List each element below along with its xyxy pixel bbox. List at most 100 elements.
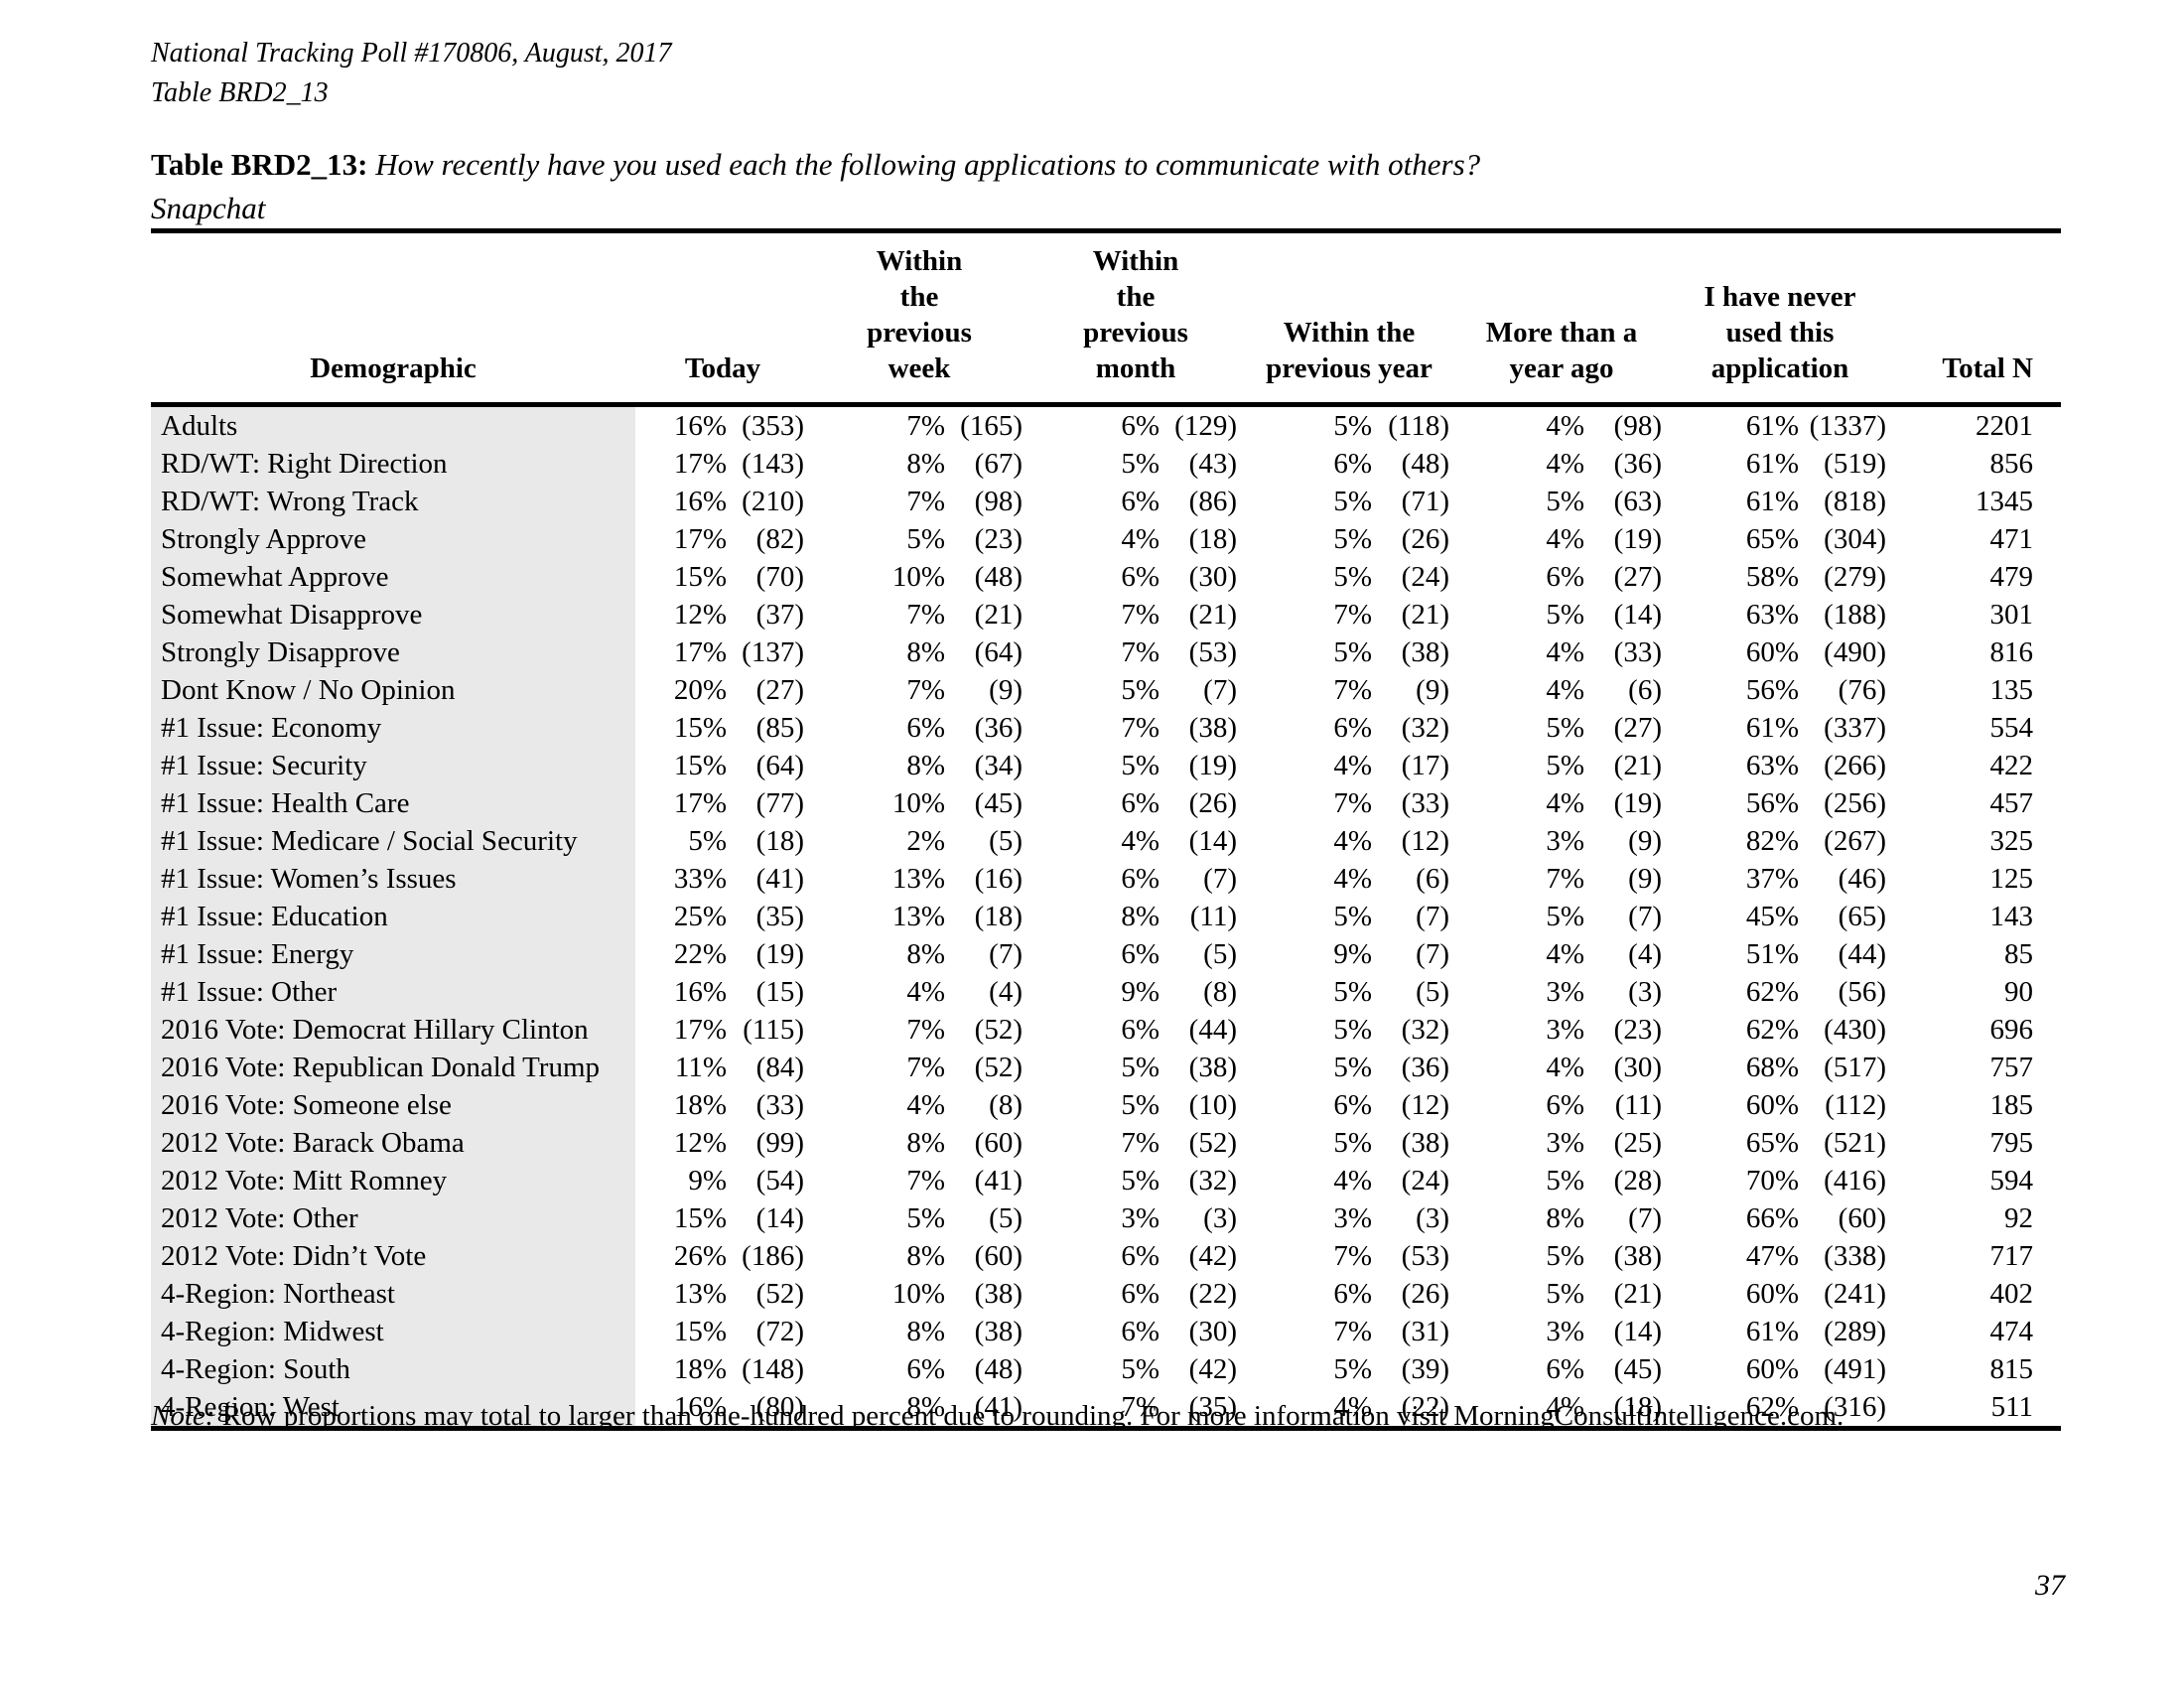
col-header-total-n: Total N [1892,230,2061,407]
count-cell: (41) [974,1165,1023,1196]
count-cell: (18) [755,825,804,857]
count-cell: (38) [974,1278,1023,1310]
percent-cell: 82% [1745,825,1799,857]
count-cell: (8) [989,1089,1023,1121]
total-n-cell: 474 [1989,1316,2034,1347]
percent-cell: 4% [906,976,945,1008]
percent-cell: 7% [1546,863,1584,895]
count-cell: (54) [755,1165,804,1196]
count-cell: (30) [1188,561,1237,593]
count-cell: (52) [974,1052,1023,1083]
count-cell: (112) [1825,1089,1886,1121]
count-cell: (99) [755,1127,804,1159]
demographic-cell: #1 Issue: Women’s Issues [151,860,635,898]
percent-cell: 13% [673,1278,727,1310]
count-cell: (8) [1203,976,1237,1008]
percent-cell: 17% [673,636,727,668]
total-n-cell: 422 [1989,750,2034,781]
table-row: RD/WT: Wrong Track 16% (210) 7% (98) 6% (86) 5%… [151,483,2061,520]
count-cell: (26) [1188,787,1237,819]
percent-cell: 61% [1745,410,1799,442]
percent-cell: 8% [906,448,945,480]
table-row: 2012 Vote: Mitt Romney 9% (54) 7% (41) 5% (32)… [151,1162,2061,1199]
count-cell: (3) [1203,1202,1237,1234]
demographic-cell: #1 Issue: Health Care [151,784,635,822]
table-row: Strongly Disapprove 17% (137) 8% (64) 7% (53) 5… [151,633,2061,671]
table-title-label: Table BRD2_13: [151,147,368,182]
percent-cell: 5% [1546,750,1584,781]
count-cell: (60) [1838,1202,1886,1234]
percent-cell: 8% [906,1127,945,1159]
percent-cell: 5% [1546,599,1584,631]
count-cell: (21) [1613,750,1662,781]
count-cell: (44) [1838,938,1886,970]
count-cell: (56) [1838,976,1886,1008]
count-cell: (38) [1401,636,1449,668]
count-cell: (18) [1188,523,1237,555]
percent-cell: 3% [1546,976,1584,1008]
percent-cell: 6% [1546,1089,1584,1121]
count-cell: (9) [1628,863,1662,895]
table-row: 2012 Vote: Didn’t Vote 26% (186) 8% (60) 6% (4… [151,1237,2061,1275]
count-cell: (14) [755,1202,804,1234]
total-n-cell: 757 [1989,1052,2034,1083]
percent-cell: 7% [906,1014,945,1046]
percent-cell: 60% [1745,1278,1799,1310]
percent-cell: 56% [1745,787,1799,819]
demographic-cell: 2012 Vote: Mitt Romney [151,1162,635,1199]
demographic-cell: Adults [151,404,635,445]
document-header: National Tracking Poll #170806, August, … [151,34,672,113]
footnote-label: Note: [151,1400,215,1432]
percent-cell: 4% [1121,523,1160,555]
total-n-cell: 92 [2004,1202,2033,1234]
percent-cell: 7% [906,674,945,706]
percent-cell: 6% [1333,1278,1372,1310]
percent-cell: 8% [1546,1202,1584,1234]
percent-cell: 6% [1121,561,1160,593]
percent-cell: 13% [891,901,945,932]
count-cell: (18) [1613,1391,1662,1423]
count-cell: (11) [1189,901,1237,932]
percent-cell: 8% [906,938,945,970]
percent-cell: 7% [1121,636,1160,668]
percent-cell: 17% [673,448,727,480]
table-row: #1 Issue: Women’s Issues 33% (41) 13% (16) 6%… [151,860,2061,898]
percent-cell: 3% [1546,1014,1584,1046]
percent-cell: 6% [1333,712,1372,744]
page-number: 37 [2035,1569,2065,1602]
count-cell: (42) [1188,1240,1237,1272]
percent-cell: 5% [1546,1278,1584,1310]
count-cell: (267) [1824,825,1886,857]
count-cell: (3) [1628,976,1662,1008]
count-cell: (3) [1416,1202,1449,1234]
count-cell: (6) [1416,863,1449,895]
count-cell: (33) [755,1089,804,1121]
count-cell: (19) [1613,787,1662,819]
table-row: RD/WT: Right Direction 17% (143) 8% (67) 5% (4… [151,445,2061,483]
count-cell: (12) [1401,825,1449,857]
percent-cell: 15% [673,712,727,744]
percent-cell: 5% [1333,1353,1372,1385]
count-cell: (27) [755,674,804,706]
percent-cell: 8% [906,750,945,781]
percent-cell: 4% [1546,938,1584,970]
count-cell: (25) [1613,1127,1662,1159]
count-cell: (38) [974,1316,1023,1347]
percent-cell: 5% [906,1202,945,1234]
percent-cell: 26% [673,1240,727,1272]
count-cell: (19) [1188,750,1237,781]
count-cell: (46) [1838,863,1886,895]
count-cell: (14) [1613,599,1662,631]
percent-cell: 8% [906,1391,945,1423]
percent-cell: 65% [1745,523,1799,555]
table-row: 4-Region: Midwest 15% (72) 8% (38) 6% (30) 7% (3… [151,1313,2061,1350]
percent-cell: 5% [1333,561,1372,593]
total-n-cell: 143 [1989,901,2034,932]
total-n-cell: 815 [1989,1353,2034,1385]
count-cell: (7) [1628,901,1662,932]
percent-cell: 65% [1745,1127,1799,1159]
percent-cell: 8% [906,1240,945,1272]
demographic-cell: 4-Region: Northeast [151,1275,635,1313]
count-cell: (32) [1401,712,1449,744]
table-row: #1 Issue: Education 25% (35) 13% (18) 8% (11) 5… [151,898,2061,935]
